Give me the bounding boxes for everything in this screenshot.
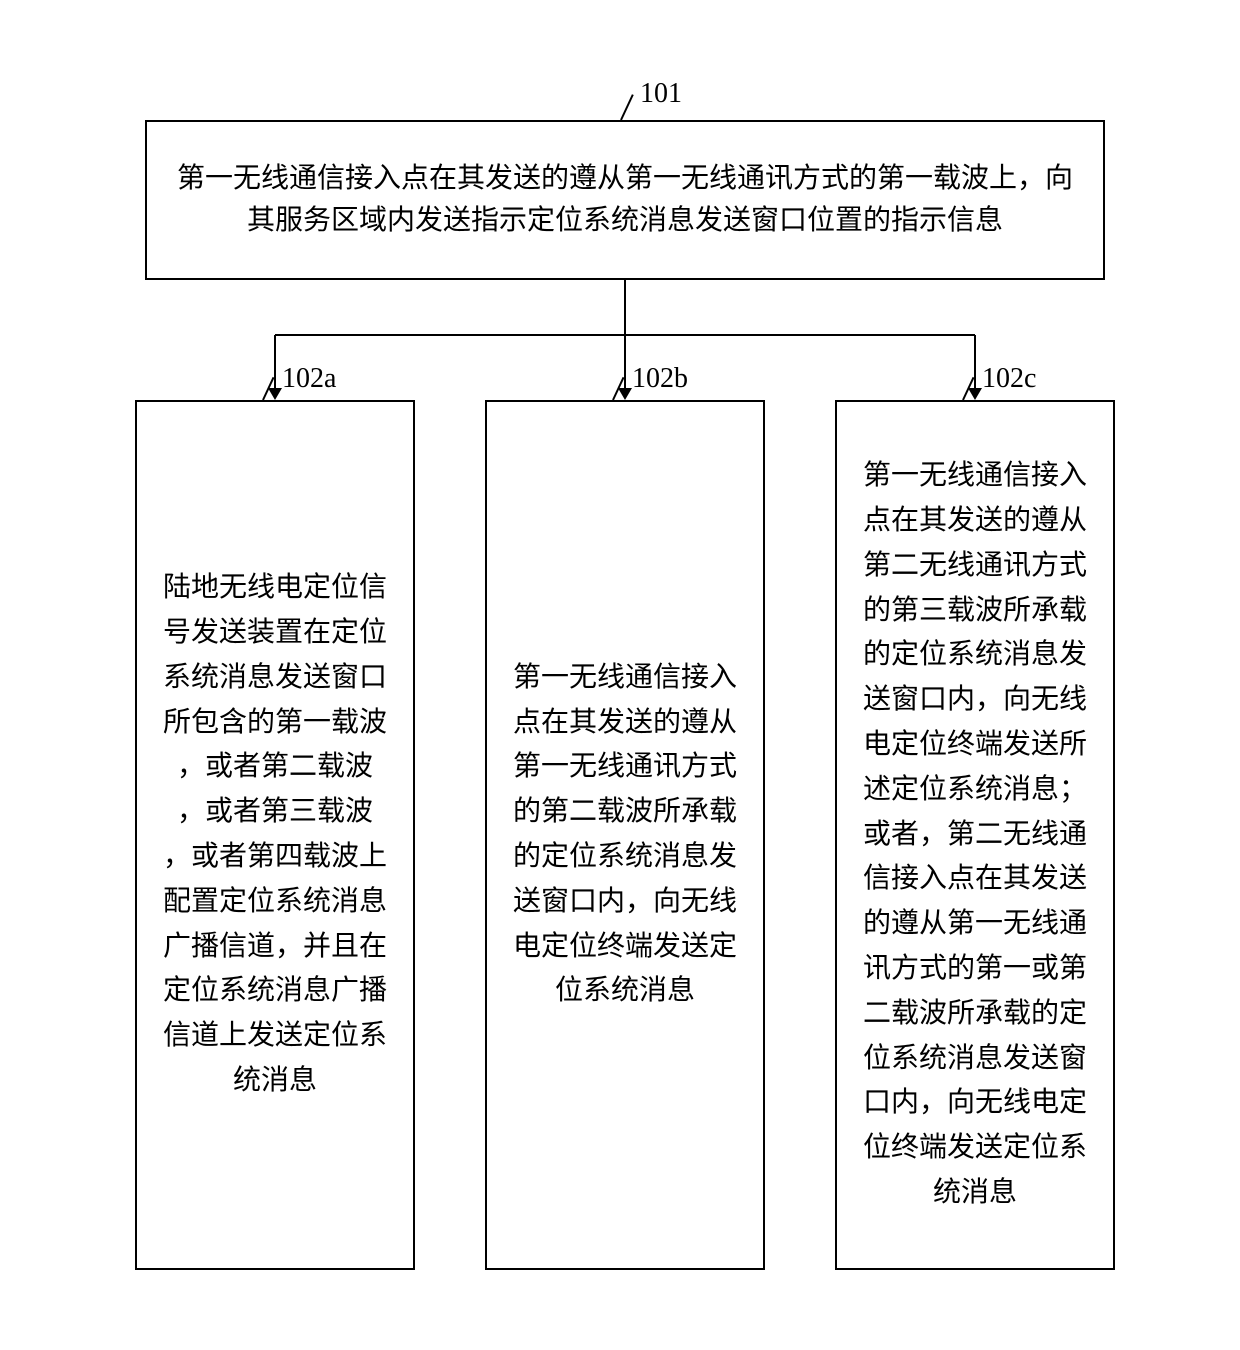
arrowhead-b [618,388,632,400]
arrowhead-a [268,388,282,400]
step-102b-box: 第一无线通信接入点在其发送的遵从第一无线通讯方式的第二载波所承载的定位系统消息发… [485,400,765,1270]
step-102a-text: 陆地无线电定位信号发送装置在定位系统消息发送窗口所包含的第一载波 ，或者第二载波… [152,566,398,1104]
label-102c: 102c [982,363,1036,395]
label-102b: 102b [632,363,688,395]
step-102a-box: 陆地无线电定位信号发送装置在定位系统消息发送窗口所包含的第一载波 ，或者第二载波… [135,400,415,1270]
connector-lines [0,0,1240,420]
label-102a: 102a [282,363,336,395]
step-102c-box: 第一无线通信接入点在其发送的遵从第二无线通讯方式的第三载波所承载的定位系统消息发… [835,400,1115,1270]
arrowhead-c [968,388,982,400]
flowchart-container: 101 第一无线通信接入点在其发送的遵从第一无线通讯方式的第一载波上，向其服务区… [0,0,1240,1350]
step-102c-text: 第一无线通信接入点在其发送的遵从第二无线通讯方式的第三载波所承载的定位系统消息发… [852,454,1098,1216]
step-102b-text: 第一无线通信接入点在其发送的遵从第一无线通讯方式的第二载波所承载的定位系统消息发… [502,656,748,1014]
